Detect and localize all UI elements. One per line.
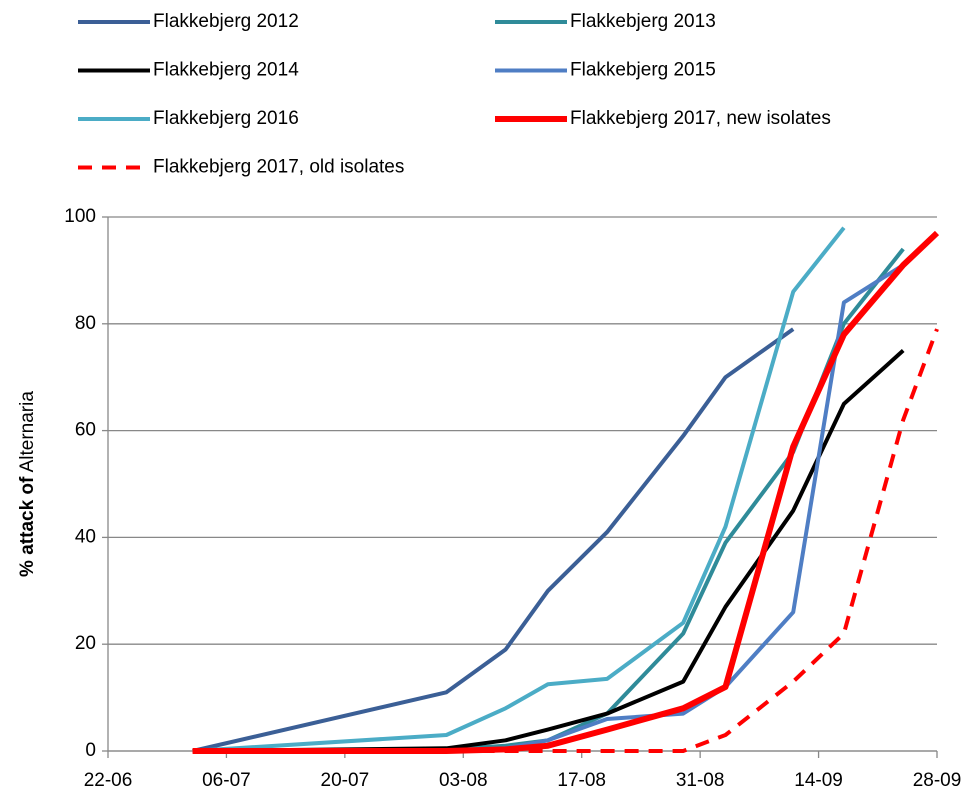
y-tick-label: 60 — [75, 420, 96, 441]
y-label-normal: Alternaria — [17, 391, 38, 473]
legend-label: Flakkebjerg 2017, new isolates — [570, 108, 831, 129]
series-line — [192, 327, 795, 753]
legend-label: Flakkebjerg 2016 — [153, 108, 299, 129]
x-tick-label: 31-08 — [676, 770, 725, 791]
series-line — [192, 328, 939, 753]
x-tick-label: 28-09 — [913, 770, 962, 791]
y-tick-label: 80 — [75, 313, 96, 334]
series-line — [192, 226, 846, 753]
y-tick-label: 100 — [64, 206, 96, 227]
y-tick-label: 0 — [85, 740, 96, 761]
legend-label: Flakkebjerg 2012 — [153, 11, 299, 32]
legend-label: Flakkebjerg 2014 — [153, 60, 299, 81]
y-tick-label: 40 — [75, 526, 96, 547]
legend-label: Flakkebjerg 2015 — [570, 60, 716, 81]
y-label-bold: % attack of — [17, 476, 38, 577]
x-tick-label: 06-07 — [202, 770, 251, 791]
x-tick-label: 14-09 — [794, 770, 843, 791]
series-line — [192, 349, 905, 753]
x-tick-label: 17-08 — [557, 770, 606, 791]
x-tick-label: 03-08 — [439, 770, 488, 791]
legend-label: Flakkebjerg 2013 — [570, 11, 716, 32]
legend-label: Flakkebjerg 2017, old isolates — [153, 157, 404, 178]
series-line — [192, 230, 940, 754]
y-tick-label: 20 — [75, 633, 96, 654]
y-axis-label: % attack of Alternaria — [17, 391, 38, 577]
x-tick-label: 22-06 — [84, 770, 133, 791]
x-tick-label: 20-07 — [321, 770, 370, 791]
